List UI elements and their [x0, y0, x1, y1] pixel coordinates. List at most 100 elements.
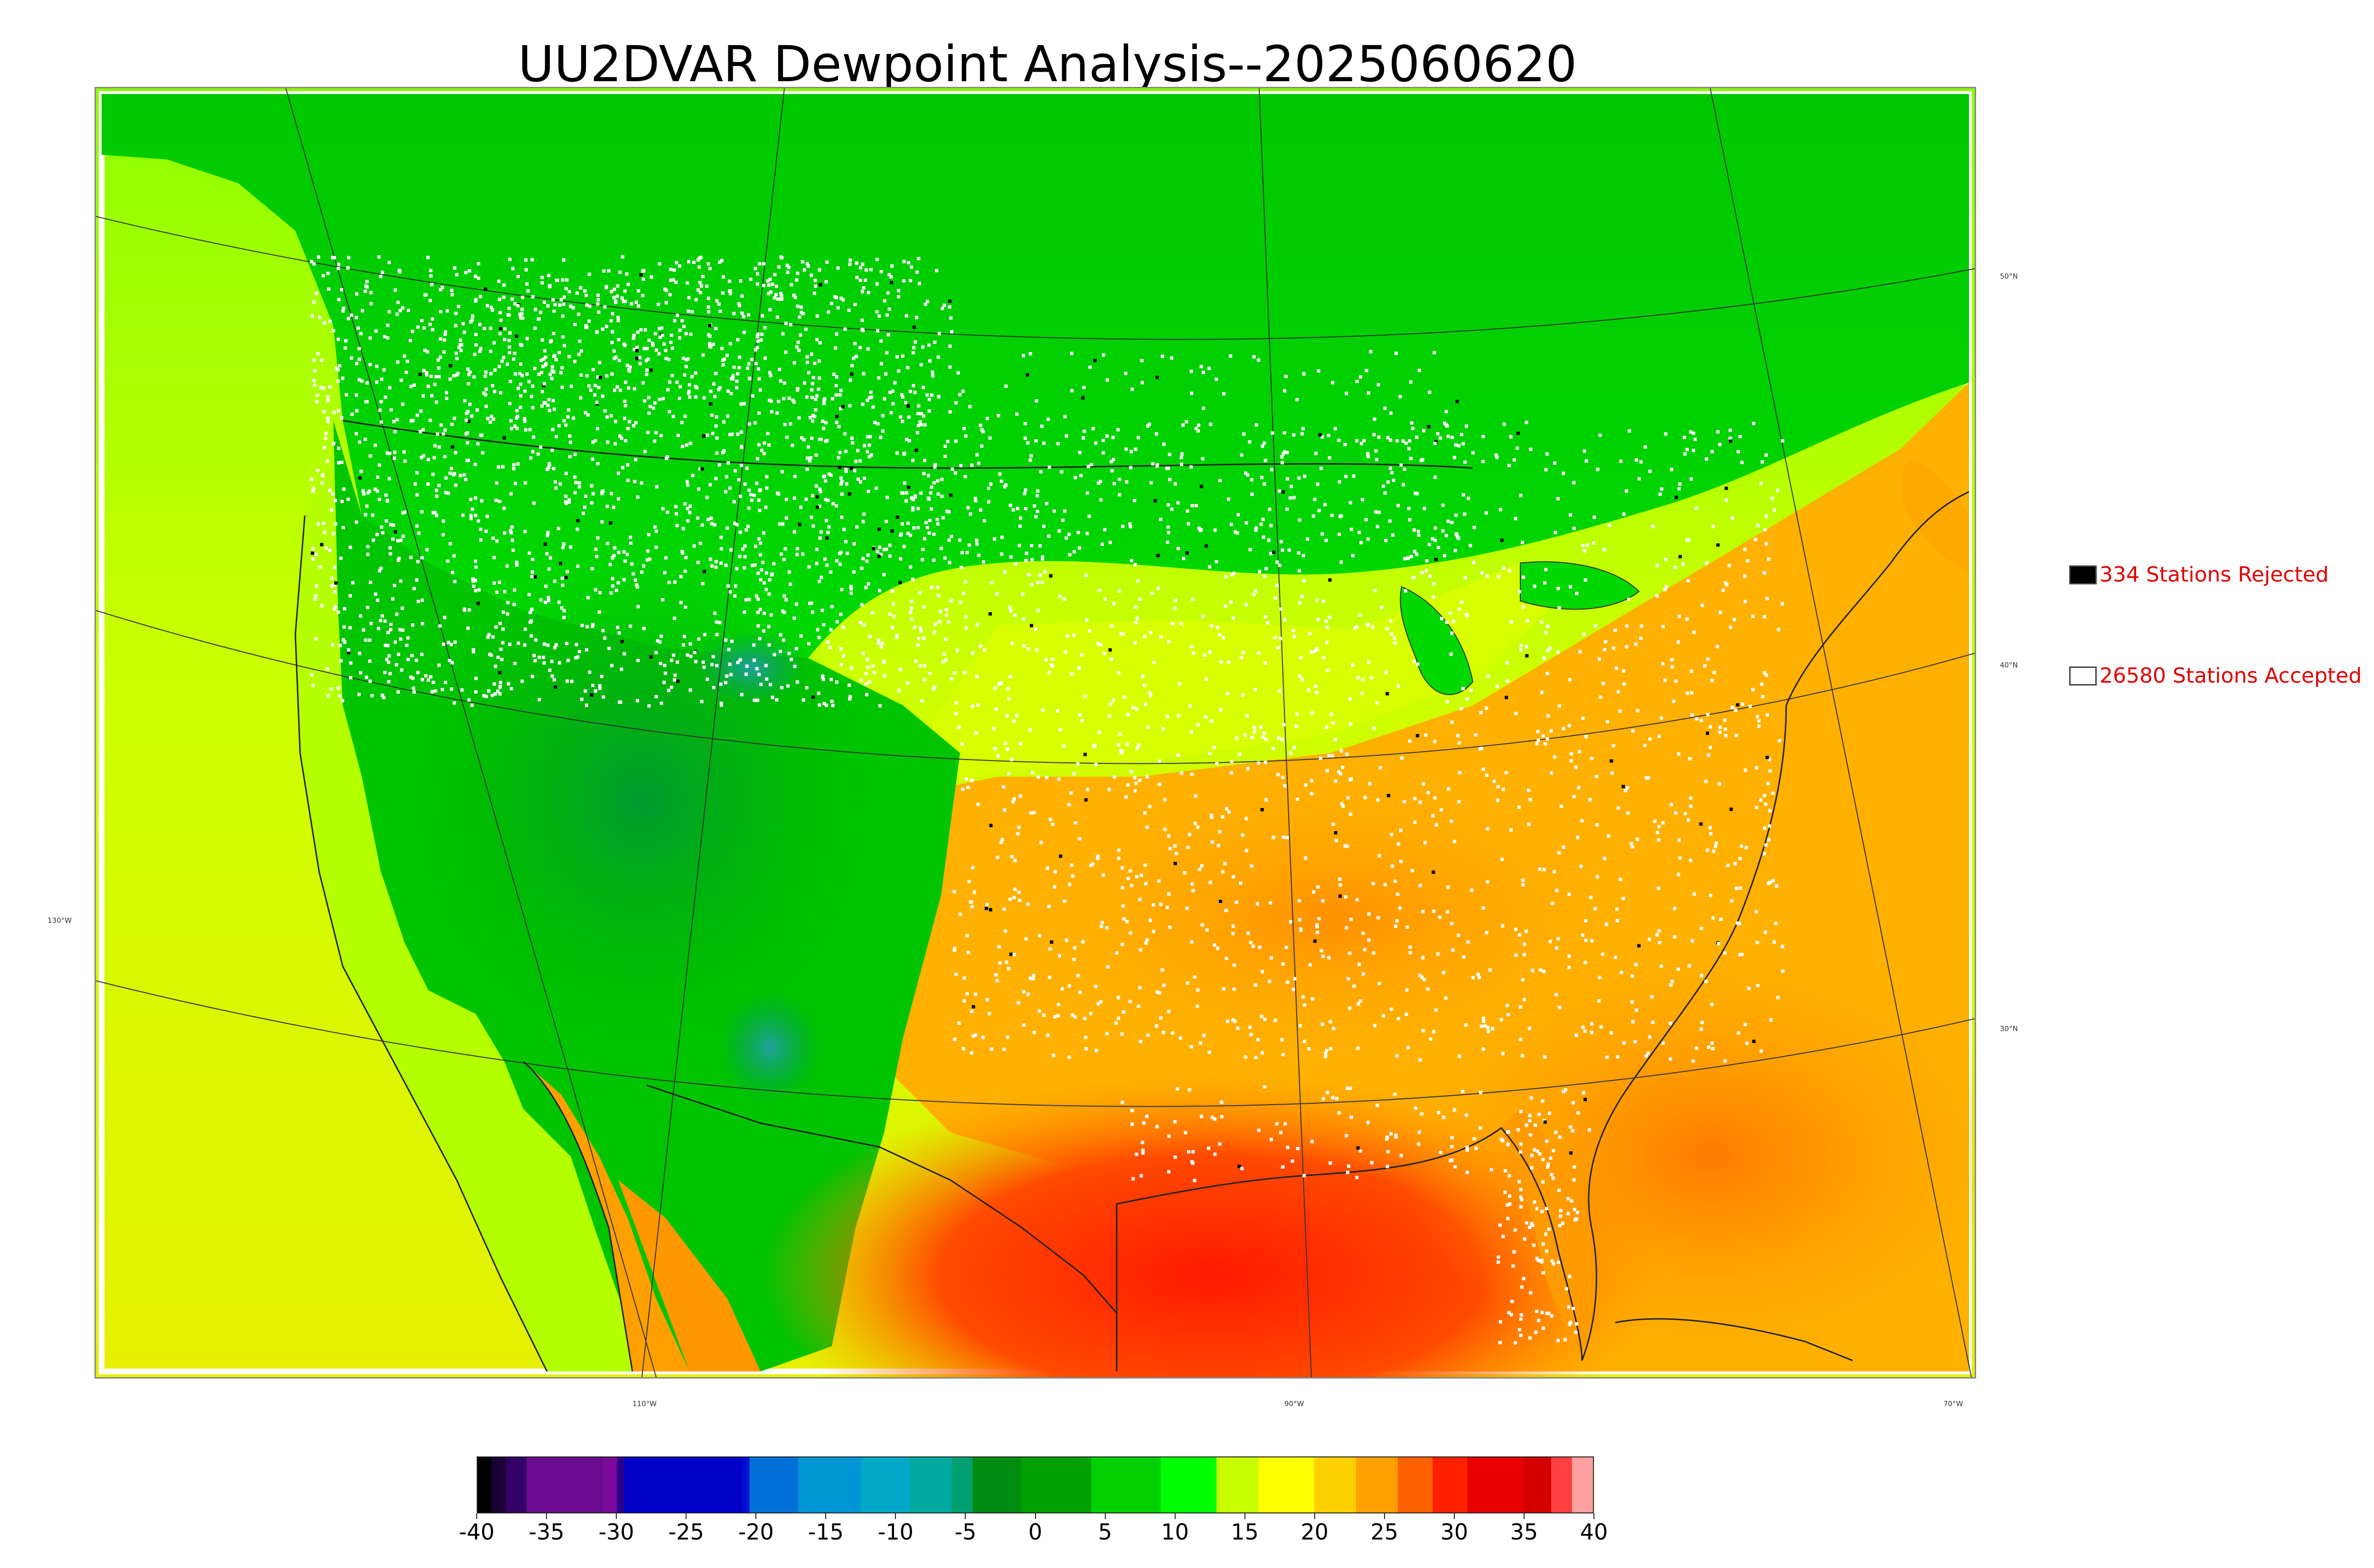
station-marker: [891, 389, 895, 393]
station-marker: [1709, 832, 1713, 836]
station-marker: [476, 601, 480, 605]
station-marker: [916, 507, 920, 510]
station-marker: [1422, 1029, 1425, 1033]
station-marker: [764, 588, 768, 592]
station-marker: [1522, 575, 1525, 579]
station-marker: [509, 492, 513, 496]
station-marker: [597, 610, 601, 614]
station-marker: [702, 666, 706, 669]
station-marker: [851, 441, 855, 445]
station-marker: [824, 421, 828, 424]
station-marker: [526, 289, 530, 293]
station-marker: [765, 571, 768, 575]
station-marker: [1691, 939, 1695, 943]
station-marker: [960, 566, 963, 569]
station-marker: [1578, 650, 1582, 654]
station-marker: [571, 306, 575, 310]
station-marker: [1003, 929, 1007, 933]
station-marker: [348, 626, 352, 629]
station-marker: [902, 545, 906, 548]
station-marker: [801, 312, 805, 316]
station-marker: [925, 300, 929, 303]
station-marker: [1119, 632, 1123, 636]
station-marker: [1363, 796, 1367, 799]
station-marker: [1083, 752, 1087, 756]
station-marker: [711, 432, 715, 435]
station-marker: [675, 524, 679, 527]
station-marker: [1402, 483, 1405, 487]
station-marker: [686, 507, 689, 510]
station-marker: [950, 330, 953, 334]
station-marker: [492, 581, 496, 585]
station-marker: [1341, 765, 1345, 769]
station-marker: [1015, 714, 1018, 717]
station-marker: [342, 306, 346, 310]
station-marker: [1162, 1031, 1166, 1034]
station-marker: [1449, 611, 1452, 615]
station-marker: [820, 609, 824, 612]
station-marker: [701, 582, 705, 585]
station-marker: [1013, 887, 1017, 891]
station-marker: [1553, 755, 1556, 759]
station-marker: [719, 547, 723, 551]
station-marker: [1557, 704, 1561, 708]
nova-scotia-field: [1901, 459, 1969, 573]
station-marker: [915, 431, 919, 434]
station-marker: [460, 688, 464, 692]
station-marker: [1126, 713, 1130, 716]
station-marker: [1437, 545, 1441, 549]
station-marker: [1756, 524, 1760, 527]
station-marker: [866, 666, 870, 669]
station-marker: [767, 283, 771, 287]
station-marker: [340, 500, 344, 503]
station-marker: [739, 402, 743, 406]
station-marker: [1272, 836, 1275, 839]
lat-label-30n: 30°N: [2000, 1024, 2018, 1033]
station-marker: [635, 583, 639, 587]
station-marker: [443, 428, 447, 432]
station-marker: [669, 340, 673, 344]
station-marker: [721, 451, 725, 455]
station-marker: [974, 1033, 978, 1037]
station-marker: [1205, 677, 1208, 681]
station-marker: [775, 411, 779, 415]
station-marker: [1685, 448, 1689, 451]
station-marker: [1013, 859, 1017, 863]
station-marker: [1205, 544, 1208, 548]
station-marker: [787, 396, 791, 400]
station-marker: [586, 596, 590, 600]
station-marker: [594, 384, 597, 387]
station-marker: [736, 432, 740, 436]
station-marker: [681, 357, 685, 360]
station-marker: [560, 385, 564, 389]
station-marker: [919, 491, 923, 495]
dewpoint-analysis-map[interactable]: [94, 87, 1976, 1379]
station-marker: [843, 328, 847, 331]
station-marker: [591, 623, 595, 627]
station-marker: [1146, 1033, 1150, 1037]
station-marker: [1366, 622, 1369, 626]
station-marker: [727, 280, 731, 283]
station-marker: [569, 441, 573, 444]
station-marker: [1028, 976, 1032, 980]
station-marker: [718, 621, 722, 624]
station-marker: [1155, 1024, 1159, 1028]
station-marker: [1738, 435, 1742, 439]
station-marker: [1424, 569, 1428, 573]
station-marker: [1568, 1275, 1572, 1278]
station-marker: [476, 442, 480, 446]
station-marker: [751, 394, 754, 398]
station-marker: [730, 639, 734, 643]
station-marker: [721, 291, 725, 295]
station-marker: [1691, 1059, 1695, 1063]
station-marker: [1446, 885, 1450, 889]
station-marker: [531, 384, 535, 388]
station-marker: [632, 424, 635, 428]
station-marker: [953, 471, 957, 475]
station-marker: [985, 998, 989, 1002]
station-marker: [875, 282, 879, 286]
station-marker: [710, 663, 714, 667]
station-marker: [1569, 1125, 1573, 1129]
station-marker: [612, 554, 616, 557]
station-marker: [435, 488, 439, 492]
